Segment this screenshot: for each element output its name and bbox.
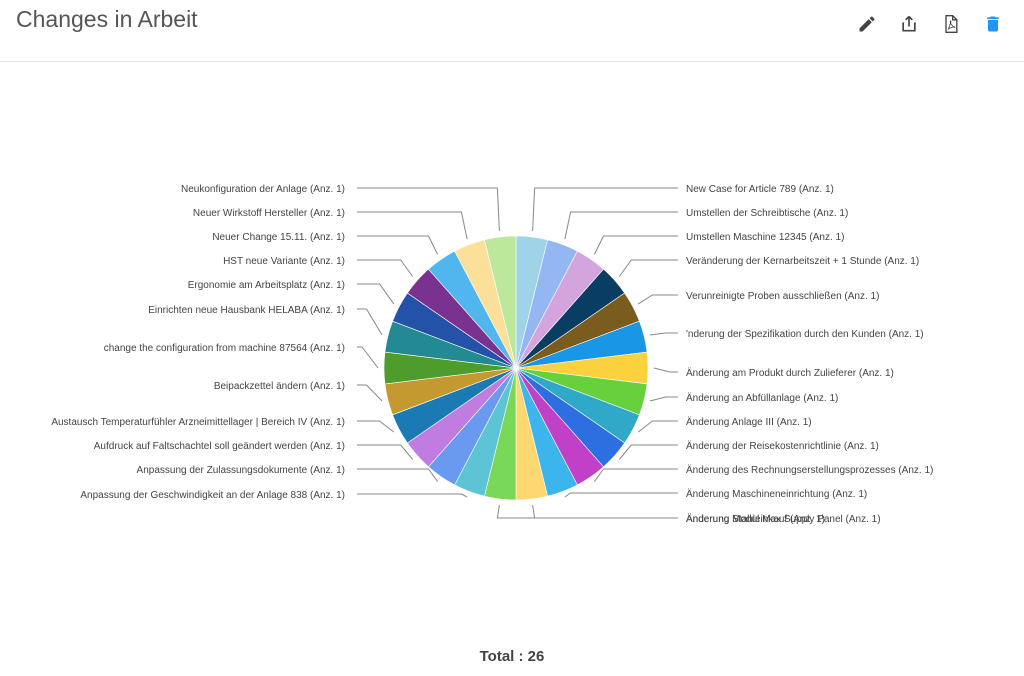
label-leader-line <box>357 468 439 482</box>
share-button[interactable] <box>894 10 924 38</box>
slice-label: Austausch Temperaturfühler Arzneimittell… <box>51 417 345 428</box>
slice-label: Änderung der Reisekostenrichtlinie (Anz.… <box>686 440 879 452</box>
label-leader-line <box>593 235 678 255</box>
edit-icon <box>859 16 875 32</box>
slice-label: 'nderung der Spezifikation durch den Kun… <box>686 329 924 340</box>
slice-label: HST neue Variante (Anz. 1) <box>223 256 345 267</box>
label-leader-line <box>357 187 500 232</box>
slice-label: Neuer Wirkstoff Hersteller (Anz. 1) <box>193 208 345 219</box>
edit-button[interactable] <box>852 10 882 38</box>
slice-label: Neukonfiguration der Anlage (Anz. 1) <box>181 184 345 195</box>
slice-label: Neuer Change 15.11. (Anz. 1) <box>212 232 345 243</box>
slice-label: Anpassung der Geschwindigkeit an der Anl… <box>80 490 345 501</box>
pdf-button[interactable] <box>936 10 966 38</box>
label-leader-line <box>357 211 468 240</box>
slice-label: Änderung Stahleinkauf (Anz. 1) <box>686 513 825 525</box>
label-leader-line <box>357 493 468 498</box>
slice-label: Änderung Maschineneinrichtung (Anz. 1) <box>686 488 867 500</box>
page-title: Changes in Arbeit <box>16 6 198 32</box>
slice-label: Verunreinigte Proben ausschließen (Anz. … <box>686 291 879 302</box>
slice-label: Einrichten neue Hausbank HELABA (Anz. 1) <box>148 305 345 316</box>
label-leader-line <box>653 367 678 373</box>
label-leader-line <box>532 504 678 519</box>
label-leader-line <box>649 332 678 336</box>
label-leader-line <box>357 444 414 460</box>
label-leader-line <box>496 504 678 519</box>
label-leader-line <box>532 187 678 232</box>
toolbar <box>852 10 1008 38</box>
label-leader-line <box>637 294 678 305</box>
total-label: Total : 26 <box>479 648 545 665</box>
slice-label: Änderung am Produkt durch Zulieferer (An… <box>686 367 894 379</box>
label-leader-line <box>357 235 439 255</box>
label-leader-line <box>357 308 383 336</box>
slice-label: Umstellen Maschine 12345 (Anz. 1) <box>686 232 844 243</box>
trash-icon <box>987 16 999 32</box>
label-leader-line <box>593 468 678 482</box>
slice-label: Änderung Anlage III (Anz. 1) <box>686 416 812 428</box>
slice-label: Aufdruck auf Faltschachtel soll geändert… <box>94 441 345 452</box>
slice-label: Beipackzettel ändern (Anz. 1) <box>214 381 345 392</box>
label-leader-line <box>357 346 379 369</box>
label-leader-line <box>357 283 395 305</box>
slice-label: Ergonomie am Arbeitsplatz (Anz. 1) <box>188 280 345 291</box>
label-leader-line <box>357 384 383 402</box>
label-leader-line <box>564 492 678 498</box>
label-leader-line <box>564 211 678 240</box>
slice-label: Anpassung der Zulassungsdokumente (Anz. … <box>137 465 345 476</box>
label-leader-line <box>357 420 395 433</box>
label-leader-line <box>649 396 678 402</box>
slice-label: Änderung des Rechnungserstellungsprozess… <box>686 464 933 476</box>
share-icon <box>902 15 916 32</box>
slice-label: New Case for Article 789 (Anz. 1) <box>686 184 834 195</box>
pie-slice[interactable] <box>484 235 517 369</box>
pdf-icon <box>945 15 958 33</box>
chart-header: Changes in Arbeit <box>0 0 1024 62</box>
slice-label: Umstellen der Schreibtische (Anz. 1) <box>686 208 848 219</box>
slice-label: Änderung Modul Max Supply Panel (Anz. 1) <box>686 513 881 525</box>
label-leader-line <box>357 259 414 277</box>
delete-button[interactable] <box>978 10 1008 38</box>
pie-chart: New Case for Article 789 (Anz. 1) Umstell… <box>51 184 933 525</box>
slice-label: change the configuration from machine 87… <box>104 343 345 354</box>
label-leader-line <box>618 259 678 277</box>
slice-label: Veränderung der Kernarbeitszeit + 1 Stun… <box>686 256 919 267</box>
label-leader-line <box>637 420 678 433</box>
label-leader-line <box>618 444 678 460</box>
slice-label: Änderung an Abfüllanlage (Anz. 1) <box>686 392 838 404</box>
